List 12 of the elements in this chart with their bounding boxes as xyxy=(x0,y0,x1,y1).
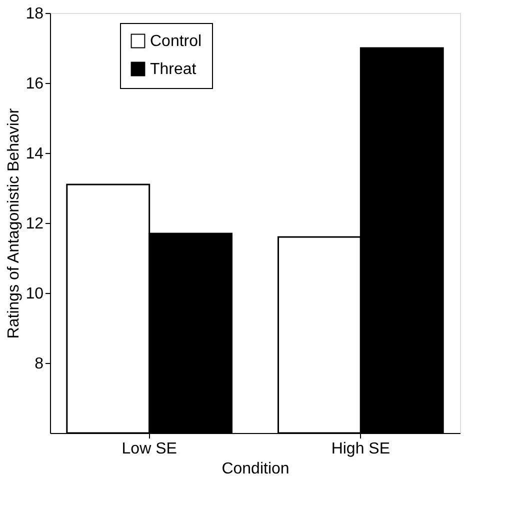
x-tick-label: Low SE xyxy=(122,440,177,458)
y-axis-title: Ratings of Antagonistic Behavior xyxy=(6,108,23,339)
y-tick-label: 18 xyxy=(26,6,44,22)
y-tick-label: 14 xyxy=(26,146,44,162)
y-tick-label: 16 xyxy=(26,76,44,92)
x-axis-title: Condition xyxy=(222,460,290,478)
y-tick-label: 10 xyxy=(26,286,44,302)
legend-label: Control xyxy=(150,33,202,50)
x-tick-label: High SE xyxy=(331,440,390,458)
y-tick-label: 8 xyxy=(34,356,44,372)
legend-label: Threat xyxy=(150,61,197,78)
y-tick-label: 12 xyxy=(26,216,44,232)
